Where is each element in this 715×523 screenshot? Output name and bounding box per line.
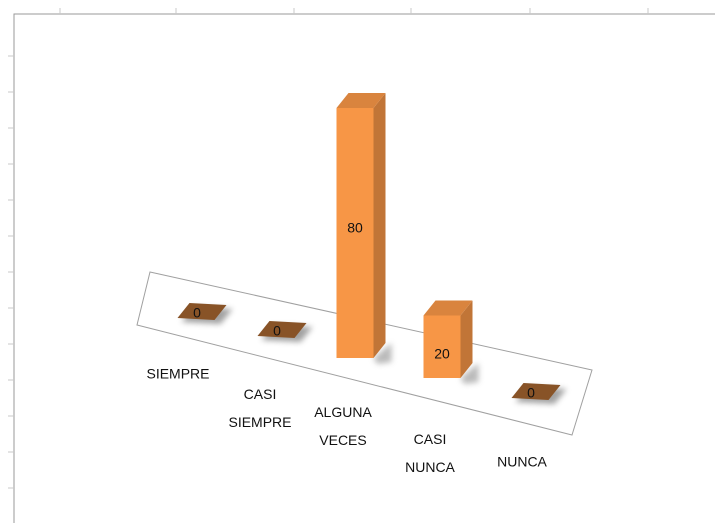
value-label: 80 — [347, 220, 363, 236]
bar-front — [336, 108, 374, 358]
value-label: 0 — [273, 323, 281, 339]
bar-side — [373, 93, 386, 358]
x-tick-label: NUNCA — [497, 454, 547, 470]
bar-top — [423, 300, 473, 316]
bar-top — [336, 93, 386, 108]
frame — [13, 13, 715, 523]
bar-front — [423, 315, 461, 378]
bar-top — [177, 303, 227, 320]
x-tick-label: CASI NUNCA — [405, 431, 455, 475]
x-tick-label: CASI SIEMPRE — [228, 386, 291, 430]
bar-side — [460, 300, 473, 378]
value-label: 20 — [434, 345, 450, 361]
x-tick-label: SIEMPRE — [146, 366, 209, 382]
x-tick-label: ALGUNA VECES — [314, 404, 372, 448]
value-label: 0 — [527, 385, 535, 401]
bar-top — [257, 321, 307, 338]
value-label: 0 — [193, 305, 201, 321]
frame-ticks — [8, 8, 649, 489]
bar-shadow — [373, 343, 392, 364]
bar-top — [511, 383, 561, 400]
bar-shadow — [460, 363, 479, 384]
